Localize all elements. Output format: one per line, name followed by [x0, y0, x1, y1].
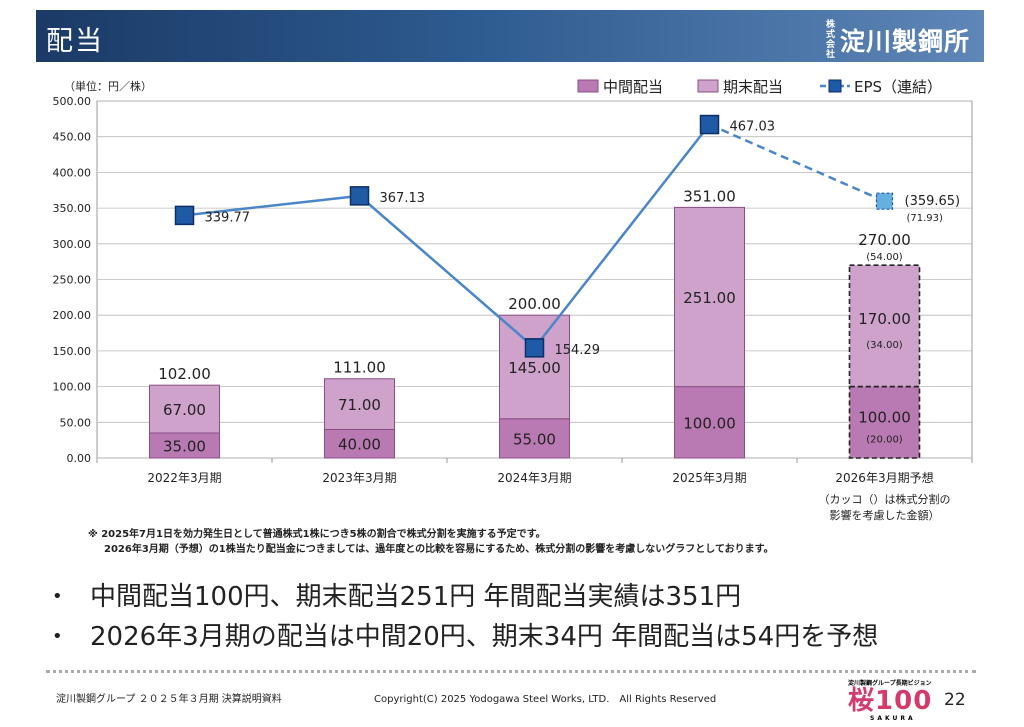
y-tick-label: 400.00 [53, 166, 92, 179]
footer-doc-title: 淀川製鋼グループ ２０２５年３月期 決算説明資料 [56, 694, 282, 705]
bar-total-label: 111.00 [333, 359, 386, 377]
bar-interim [499, 418, 570, 459]
vision-kanji: 桜 [848, 686, 876, 716]
summary-bullets: • 中間配当100円、期末配当251円 年間配当実績は351円 • 2026年3月期… [52, 577, 878, 657]
footnote: ※ 2025年7月1日を効力発生日として普通株式1株につき5株の割合で株式分割を… [88, 527, 774, 557]
legend-label: EPS（連結） [854, 78, 942, 96]
footnote-line-1: ※ 2025年7月1日を効力発生日として普通株式1株につき5株の割合で株式分割を… [88, 529, 546, 540]
bar-label-interim: 100.00 [683, 414, 736, 432]
legend-swatch [697, 79, 719, 93]
eps-line [358, 194, 536, 349]
eps-marker [524, 338, 545, 358]
vision-number: 100 [875, 686, 933, 716]
y-tick-label: 200.00 [53, 309, 92, 322]
sakura-vision-logo: 淀川製鋼グループ長期ビジョン 桜100 SAKURA [848, 678, 932, 722]
bar-label-year-end: 145.00 [508, 359, 561, 377]
eps-line [533, 123, 711, 349]
y-tick-label: 300.00 [53, 238, 92, 251]
legend-label: 中間配当 [603, 78, 663, 96]
category-note-line: （カッコ（）は株式分割の [819, 492, 951, 506]
x-category-label: 2023年3月期 [322, 471, 396, 485]
y-tick-label: 350.00 [53, 202, 92, 215]
bar-interim [149, 432, 220, 459]
dividend-chart: 0.00 50.00 100.00 150.00 200.00 250.00 300.00 3… [53, 78, 973, 522]
x-category-label: 2025年3月期 [672, 471, 746, 485]
bullet-text: 2026年3月期の配当は中間20円、期末34円 年間配当は54円を予想 [90, 622, 879, 652]
eps-value-label: (359.65) [905, 194, 961, 209]
unit-label: （単位：円／株） [64, 80, 152, 93]
bar-total-label: 270.00 [858, 231, 911, 249]
vision-sub: SAKURA [870, 715, 916, 722]
y-tick-label: 150.00 [53, 345, 92, 358]
y-tick-label: 100.00 [53, 381, 92, 394]
page-title: 配当 [46, 26, 104, 57]
bar-label-year-end: 251.00 [683, 289, 736, 307]
eps-value-label: 154.29 [555, 343, 601, 358]
footer-copyright: Copyright(C) 2025 Yodogawa Steel Works, … [374, 694, 717, 705]
vision-tag: 淀川製鋼グループ長期ビジョン [848, 680, 932, 687]
company-logo: 株式会社 淀川製鋼所 [826, 20, 970, 60]
bar-label-interim: 55.00 [513, 430, 556, 448]
bar-total-label: 200.00 [508, 295, 561, 313]
bar-year-end [149, 384, 220, 434]
bar-interim [324, 428, 395, 459]
bar-label-year-end: 170.00 [858, 310, 911, 328]
bullet-text: 中間配当100円、期末配当251円 年間配当実績は351円 [90, 582, 742, 612]
bar-label-interim: 40.00 [338, 436, 381, 454]
bar-total-label: 102.00 [158, 365, 211, 383]
bar-label-year-end: 67.00 [163, 401, 206, 419]
y-tick-label: 50.00 [60, 416, 92, 429]
eps-value-label: 467.03 [730, 120, 776, 135]
legend-label: 期末配当 [723, 78, 783, 96]
forecast-interim-split-label: (20.00) [866, 434, 903, 445]
x-category-label: 2022年3月期 [147, 471, 221, 485]
bar-label-interim: 100.00 [858, 408, 911, 426]
bar-total-label: 351.00 [683, 187, 736, 205]
eps-value-label: 339.77 [205, 210, 251, 225]
legend-swatch [577, 79, 599, 93]
x-category-label: 2026年3月期予想 [835, 470, 933, 485]
footer-divider [46, 670, 976, 673]
footnote-line-2: 2026年3月期（予想）の1株当たり配当金につきましては、過年度との比較を容易に… [104, 544, 774, 555]
bar-year-end [674, 206, 745, 388]
bar-label-year-end: 71.00 [338, 396, 381, 414]
bullet-item: • 中間配当100円、期末配当251円 年間配当実績は351円 [52, 577, 878, 617]
eps-marker [349, 186, 370, 206]
bar-year-end [848, 264, 921, 388]
bullet-item: • 2026年3月期の配当は中間20円、期末34円 年間配当は54円を予想 [52, 617, 878, 657]
logo-small-text: 株式会社 [825, 20, 835, 60]
forecast-total-split-label: (54.00) [866, 252, 903, 263]
title-bar: 配当 株式会社 淀川製鋼所 [36, 10, 984, 62]
y-tick-label: 250.00 [53, 274, 92, 287]
bar-interim [848, 385, 921, 459]
bar-year-end [499, 314, 570, 420]
y-tick-label: 0.00 [67, 452, 92, 465]
legend-marker [828, 79, 842, 93]
eps-marker [699, 114, 720, 135]
eps-marker [875, 192, 894, 210]
eps-line [184, 194, 360, 217]
bar-label-interim: 35.00 [163, 438, 206, 456]
forecast-year-end-split-label: (34.00) [866, 340, 903, 351]
bullet-dot-icon: • [52, 626, 63, 647]
vision-word: 桜100 [848, 687, 932, 715]
eps-forecast-split-label: (71.93) [907, 213, 944, 224]
bullet-dot-icon: • [52, 586, 63, 607]
eps-value-label: 367.13 [380, 191, 426, 206]
category-note-line: 影響を考慮した金額） [830, 508, 940, 522]
page-number: 22 [944, 690, 966, 710]
y-tick-label: 500.00 [53, 95, 92, 108]
bar-year-end [324, 378, 395, 430]
eps-forecast-line [708, 123, 886, 203]
y-tick-label: 450.00 [53, 131, 92, 144]
logo-main-text: 淀川製鋼所 [839, 27, 970, 56]
eps-marker [174, 205, 195, 226]
x-category-label: 2024年3月期 [497, 471, 571, 485]
